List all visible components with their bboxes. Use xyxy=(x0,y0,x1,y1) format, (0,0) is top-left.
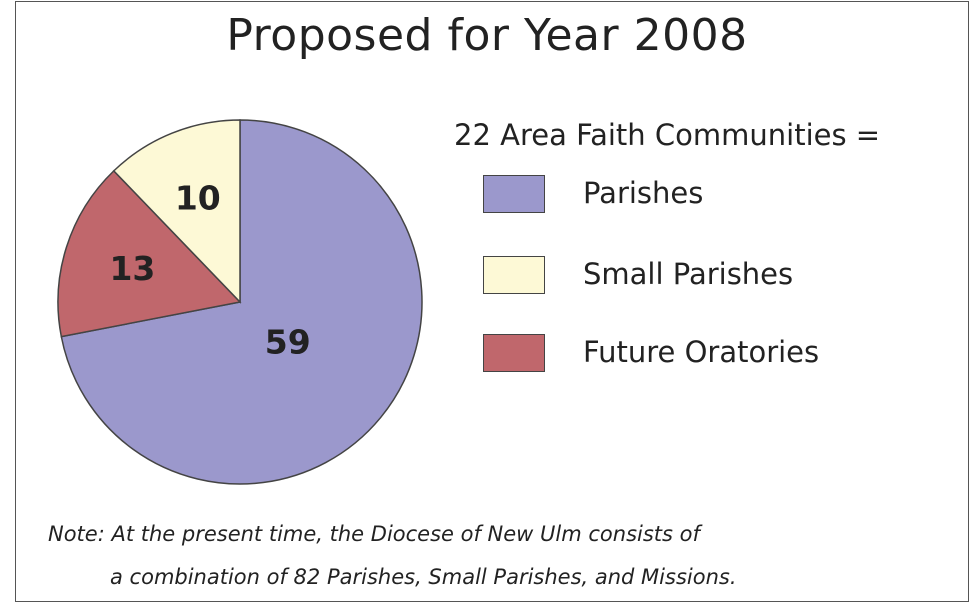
legend-label-small-parishes: Small Parishes xyxy=(583,257,794,291)
slice-label-future-oratories: 13 xyxy=(109,249,155,288)
legend-swatch-small-parishes xyxy=(483,256,545,294)
note-line-2: a combination of 82 Parishes, Small Pari… xyxy=(110,565,737,589)
legend-label-parishes: Parishes xyxy=(583,176,704,210)
legend-heading: 22 Area Faith Communities = xyxy=(454,118,881,152)
slice-future-oratories xyxy=(57,169,242,338)
slice-small-parishes xyxy=(112,119,241,304)
chart-title: Proposed for Year 2008 xyxy=(226,10,748,61)
legend-item-parishes: Parishes xyxy=(483,174,703,214)
legend-swatch-future-oratories xyxy=(483,334,545,372)
slice-label-parishes: 59 xyxy=(265,322,311,361)
slice-label-small-parishes: 10 xyxy=(175,178,221,217)
legend-item-small-parishes: Small Parishes xyxy=(483,255,793,295)
note-line-1: Note: At the present time, the Diocese o… xyxy=(48,522,700,546)
legend-swatch-parishes xyxy=(483,175,545,213)
slice-parishes xyxy=(60,119,423,485)
legend-item-future-oratories: Future Oratories xyxy=(483,333,819,373)
legend-label-future-oratories: Future Oratories xyxy=(583,335,820,369)
